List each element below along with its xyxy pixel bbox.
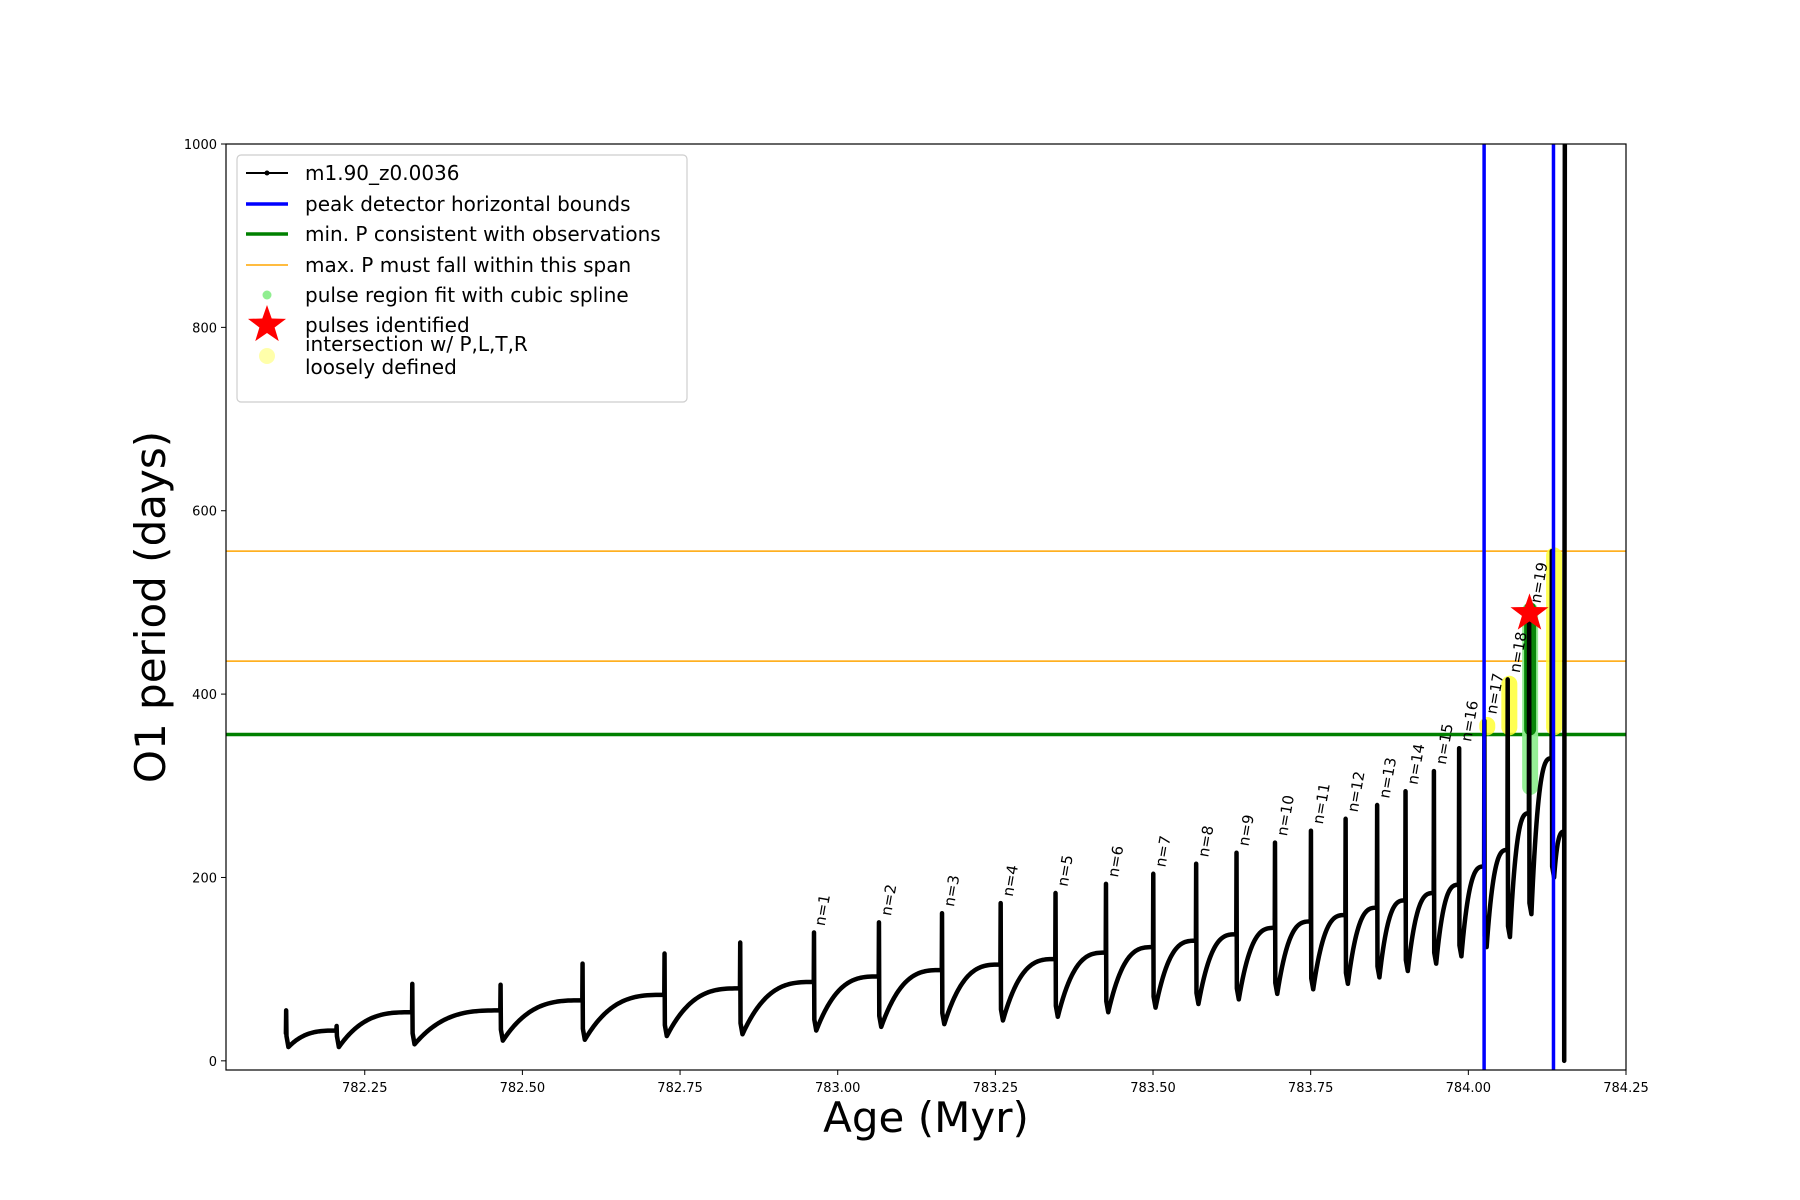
- pulse-label-7: n=7: [1151, 834, 1174, 868]
- x-tick-label: 783.50: [1130, 1081, 1176, 1096]
- y-tick-label: 0: [209, 1055, 217, 1070]
- legend-entry-4: max. P must fall within this span: [246, 253, 631, 277]
- x-tick-label: 784.00: [1446, 1081, 1492, 1096]
- legend-label: intersection w/ P,L,T,R: [305, 332, 528, 356]
- pulse-label-6: n=6: [1104, 844, 1127, 878]
- y-axis-title: O1 period (days): [126, 431, 175, 783]
- legend-label-line2: loosely defined: [305, 355, 457, 379]
- legend-handle-marker: [264, 170, 270, 176]
- legend-label: m1.90_z0.0036: [305, 161, 460, 185]
- x-tick-label: 782.75: [657, 1081, 703, 1096]
- legend-entry-3: min. P consistent with observations: [246, 222, 661, 246]
- pulse-label-8: n=8: [1194, 824, 1217, 858]
- pulse-label-9: n=9: [1235, 813, 1258, 847]
- legend-label: peak detector horizontal bounds: [305, 192, 631, 216]
- pulse-label-3: n=3: [940, 874, 963, 908]
- period-series-line: [283, 144, 1568, 1064]
- legend-entry-6: pulses identified: [247, 305, 470, 342]
- pulse-label-2: n=2: [877, 883, 900, 917]
- pulse-identified-star-1: [1510, 593, 1549, 630]
- legend-label: pulses identified: [305, 313, 470, 337]
- x-tick-label: 783.75: [1288, 1081, 1334, 1096]
- legend-entry-1: m1.90_z0.0036: [246, 161, 460, 185]
- x-axis-title: Age (Myr): [823, 1093, 1029, 1142]
- y-tick-label: 1000: [184, 138, 217, 153]
- x-tick-label: 782.50: [500, 1081, 546, 1096]
- legend-handle: [262, 290, 272, 300]
- pulse-label-1: n=1: [811, 893, 834, 927]
- legend-label: min. P consistent with observations: [305, 222, 661, 246]
- x-tick-label: 784.25: [1603, 1081, 1649, 1096]
- legend-entry-5: pulse region fit with cubic spline: [262, 283, 629, 307]
- legend-handle: [247, 305, 287, 342]
- legend-handle: [259, 348, 275, 364]
- legend-box: [236, 154, 688, 403]
- x-tick-label: 782.25: [342, 1081, 388, 1096]
- legend-label: max. P must fall within this span: [305, 253, 631, 277]
- legend-entry-2: peak detector horizontal bounds: [246, 192, 631, 216]
- pulse-label-5: n=5: [1054, 854, 1077, 888]
- y-tick-label: 200: [192, 871, 217, 886]
- pulse-label-4: n=4: [999, 864, 1022, 898]
- y-tick-label: 800: [192, 321, 217, 336]
- plot-frame: [225, 143, 1627, 1071]
- legend-label: pulse region fit with cubic spline: [305, 283, 629, 307]
- x-tick-label: 783.25: [973, 1081, 1019, 1096]
- pulse-region-1: [1479, 717, 1496, 736]
- x-tick-label: 783.00: [815, 1081, 861, 1096]
- y-tick-label: 400: [192, 688, 217, 703]
- y-tick-label: 600: [192, 505, 217, 520]
